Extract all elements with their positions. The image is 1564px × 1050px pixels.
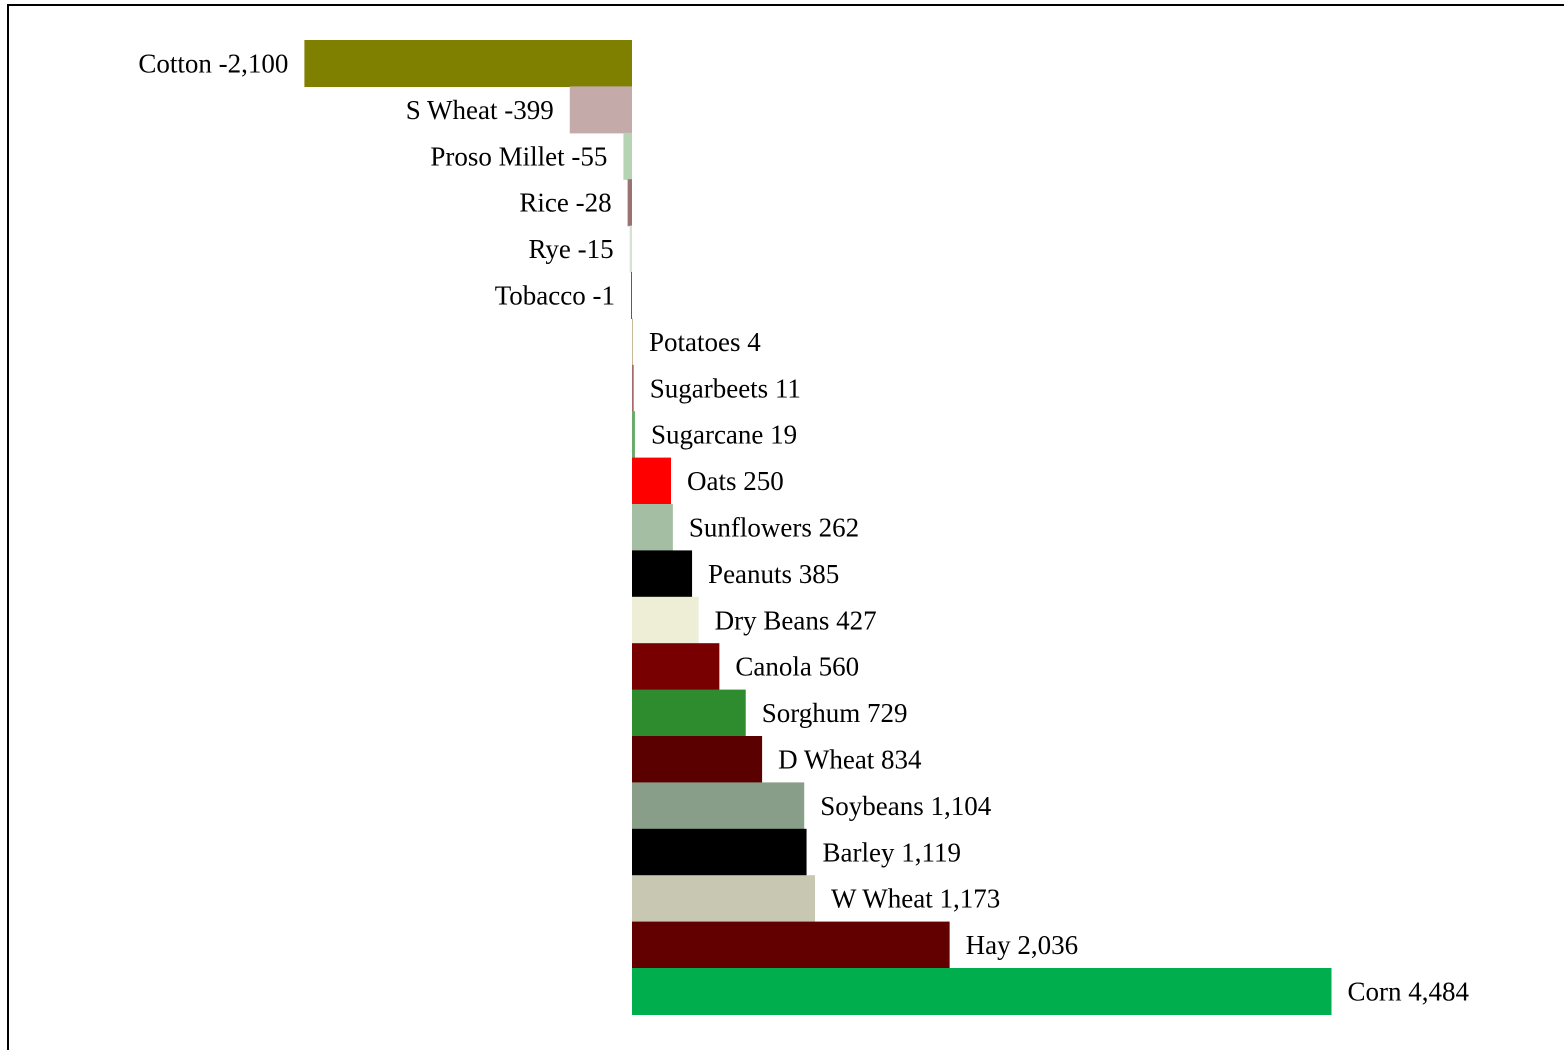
- bar-potatoes: [632, 318, 633, 366]
- bar-sunflowers: [632, 504, 673, 551]
- bar-label-w-wheat: W Wheat 1,173: [831, 884, 1000, 914]
- bar-sugarbeets: [632, 364, 634, 412]
- bar-label-sorghum: Sorghum 729: [762, 698, 908, 728]
- bar-w-wheat: [632, 875, 815, 923]
- bar-label-peanuts: Peanuts 385: [708, 559, 839, 589]
- bar-oats: [632, 457, 671, 505]
- bar-rice: [627, 179, 632, 227]
- bar-label-potatoes: Potatoes 4: [649, 327, 761, 357]
- bar-s-wheat: [569, 86, 632, 134]
- bar-label-sugarcane: Sugarcane 19: [651, 420, 797, 450]
- bar-label-barley: Barley 1,119: [823, 837, 961, 867]
- bar-sugarcane: [632, 411, 635, 459]
- bar-label-d-wheat: D Wheat 834: [778, 745, 922, 775]
- bar-cotton: [304, 40, 632, 87]
- bar-rye: [629, 225, 632, 273]
- bar-hay: [632, 921, 950, 969]
- bar-tobacco: [631, 272, 632, 319]
- bar-dry-beans: [632, 596, 699, 644]
- bar-label-tobacco: Tobacco -1: [495, 281, 615, 311]
- bar-label-s-wheat: S Wheat -399: [406, 95, 554, 125]
- bar-label-corn: Corn 4,484: [1348, 977, 1470, 1007]
- bar-label-cotton: Cotton -2,100: [138, 49, 288, 79]
- bar-corn: [632, 968, 1332, 1015]
- bar-label-soybeans: Soybeans 1,104: [820, 791, 991, 821]
- bar-label-proso-millet: Proso Millet -55: [430, 141, 607, 171]
- bar-peanuts: [632, 550, 693, 598]
- bar-label-rye: Rye -15: [529, 234, 614, 264]
- bar-canola: [632, 643, 720, 691]
- bar-label-hay: Hay 2,036: [966, 930, 1078, 960]
- bar-proso-millet: [623, 132, 632, 180]
- bar-label-dry-beans: Dry Beans 427: [715, 605, 877, 635]
- bar-soybeans: [632, 782, 805, 830]
- bar-sorghum: [632, 689, 746, 737]
- bar-label-oats: Oats 250: [687, 466, 784, 496]
- bar-label-canola: Canola 560: [735, 652, 859, 682]
- bar-barley: [632, 828, 807, 876]
- bar-label-sunflowers: Sunflowers 262: [689, 513, 859, 543]
- bar-d-wheat: [632, 736, 763, 783]
- bar-label-rice: Rice -28: [519, 188, 611, 218]
- bar-label-sugarbeets: Sugarbeets 11: [650, 373, 801, 403]
